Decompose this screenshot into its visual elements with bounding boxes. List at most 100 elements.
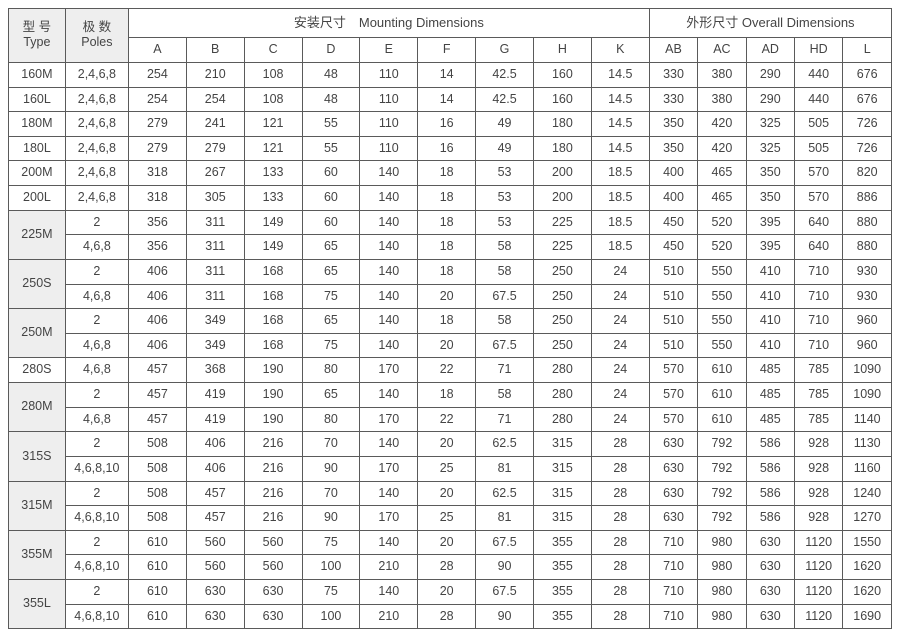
cell-value: 140	[360, 383, 418, 408]
cell-value: 440	[794, 87, 842, 112]
cell-value: 586	[746, 456, 794, 481]
cell-value: 18.5	[591, 161, 649, 186]
cell-poles: 4,6,8,10	[65, 604, 128, 629]
cell-value: 58	[476, 383, 534, 408]
cell-value: 20	[418, 481, 476, 506]
cell-value: 960	[843, 309, 892, 334]
cell-value: 510	[649, 333, 697, 358]
cell-value: 355	[533, 555, 591, 580]
cell-value: 280	[533, 407, 591, 432]
cell-value: 465	[698, 186, 746, 211]
cell-value: 250	[533, 309, 591, 334]
cell-value: 586	[746, 432, 794, 457]
table-row: 200L2,4,6,831830513360140185320018.54004…	[9, 186, 892, 211]
header-type: 型 号 Type	[9, 9, 66, 63]
cell-poles: 4,6,8,10	[65, 506, 128, 531]
cell-value: 18	[418, 235, 476, 260]
cell-value: 67.5	[476, 530, 534, 555]
cell-value: 140	[360, 161, 418, 186]
cell-value: 570	[794, 161, 842, 186]
cell-poles: 4,6,8	[65, 358, 128, 383]
cell-value: 349	[186, 309, 244, 334]
cell-poles: 4,6,8,10	[65, 456, 128, 481]
cell-type: 250M	[9, 309, 66, 358]
cell-value: 67.5	[476, 284, 534, 309]
header-poles: 极 数 Poles	[65, 9, 128, 63]
cell-value: 640	[794, 210, 842, 235]
cell-value: 22	[418, 407, 476, 432]
cell-value: 18	[418, 210, 476, 235]
cell-value: 676	[843, 62, 892, 87]
cell-value: 410	[746, 333, 794, 358]
cell-type: 180M	[9, 112, 66, 137]
cell-value: 20	[418, 580, 476, 605]
cell-poles: 2	[65, 309, 128, 334]
table-row: 250M240634916865140185825024510550410710…	[9, 309, 892, 334]
cell-value: 792	[698, 481, 746, 506]
cell-value: 20	[418, 432, 476, 457]
cell-type: 200L	[9, 186, 66, 211]
cell-value: 67.5	[476, 580, 534, 605]
cell-value: 190	[244, 358, 302, 383]
cell-value: 520	[698, 210, 746, 235]
cell-type: 355L	[9, 580, 66, 629]
cell-poles: 2	[65, 481, 128, 506]
cell-value: 485	[746, 358, 794, 383]
cell-value: 570	[649, 358, 697, 383]
cell-value: 14	[418, 87, 476, 112]
cell-value: 785	[794, 407, 842, 432]
cell-value: 550	[698, 259, 746, 284]
cell-value: 216	[244, 432, 302, 457]
cell-value: 930	[843, 259, 892, 284]
cell-value: 710	[794, 333, 842, 358]
column-header: E	[360, 38, 418, 63]
cell-value: 420	[698, 112, 746, 137]
cell-value: 550	[698, 309, 746, 334]
table-row: 4,6,8,1050845721690170258131528630792586…	[9, 506, 892, 531]
column-header: F	[418, 38, 476, 63]
cell-value: 42.5	[476, 62, 534, 87]
cell-value: 28	[418, 604, 476, 629]
cell-type: 180L	[9, 136, 66, 161]
cell-value: 886	[843, 186, 892, 211]
cell-value: 149	[244, 210, 302, 235]
cell-value: 406	[186, 456, 244, 481]
cell-value: 640	[794, 235, 842, 260]
cell-poles: 2,4,6,8	[65, 62, 128, 87]
cell-value: 630	[746, 604, 794, 629]
cell-value: 570	[649, 383, 697, 408]
table-row: 280M245741919065140185828024570610485785…	[9, 383, 892, 408]
cell-type: 200M	[9, 161, 66, 186]
cell-value: 62.5	[476, 432, 534, 457]
cell-poles: 2,4,6,8	[65, 136, 128, 161]
column-header: D	[302, 38, 360, 63]
cell-value: 200	[533, 161, 591, 186]
cell-value: 90	[302, 456, 360, 481]
cell-value: 170	[360, 506, 418, 531]
cell-value: 121	[244, 112, 302, 137]
cell-value: 53	[476, 210, 534, 235]
cell-value: 1550	[843, 530, 892, 555]
cell-value: 24	[591, 259, 649, 284]
cell-value: 60	[302, 210, 360, 235]
cell-value: 28	[418, 555, 476, 580]
cell-value: 710	[649, 530, 697, 555]
cell-value: 355	[533, 580, 591, 605]
table-row: 355M2610560560751402067.5355287109806301…	[9, 530, 892, 555]
cell-value: 18.5	[591, 210, 649, 235]
cell-poles: 4,6,8	[65, 284, 128, 309]
cell-value: 108	[244, 62, 302, 87]
cell-value: 450	[649, 210, 697, 235]
cell-value: 28	[591, 604, 649, 629]
cell-value: 550	[698, 284, 746, 309]
cell-value: 22	[418, 358, 476, 383]
cell-value: 710	[649, 604, 697, 629]
cell-value: 485	[746, 383, 794, 408]
column-header: C	[244, 38, 302, 63]
cell-value: 792	[698, 506, 746, 531]
cell-value: 630	[746, 555, 794, 580]
cell-value: 419	[186, 407, 244, 432]
cell-value: 880	[843, 210, 892, 235]
cell-value: 140	[360, 186, 418, 211]
cell-value: 140	[360, 580, 418, 605]
